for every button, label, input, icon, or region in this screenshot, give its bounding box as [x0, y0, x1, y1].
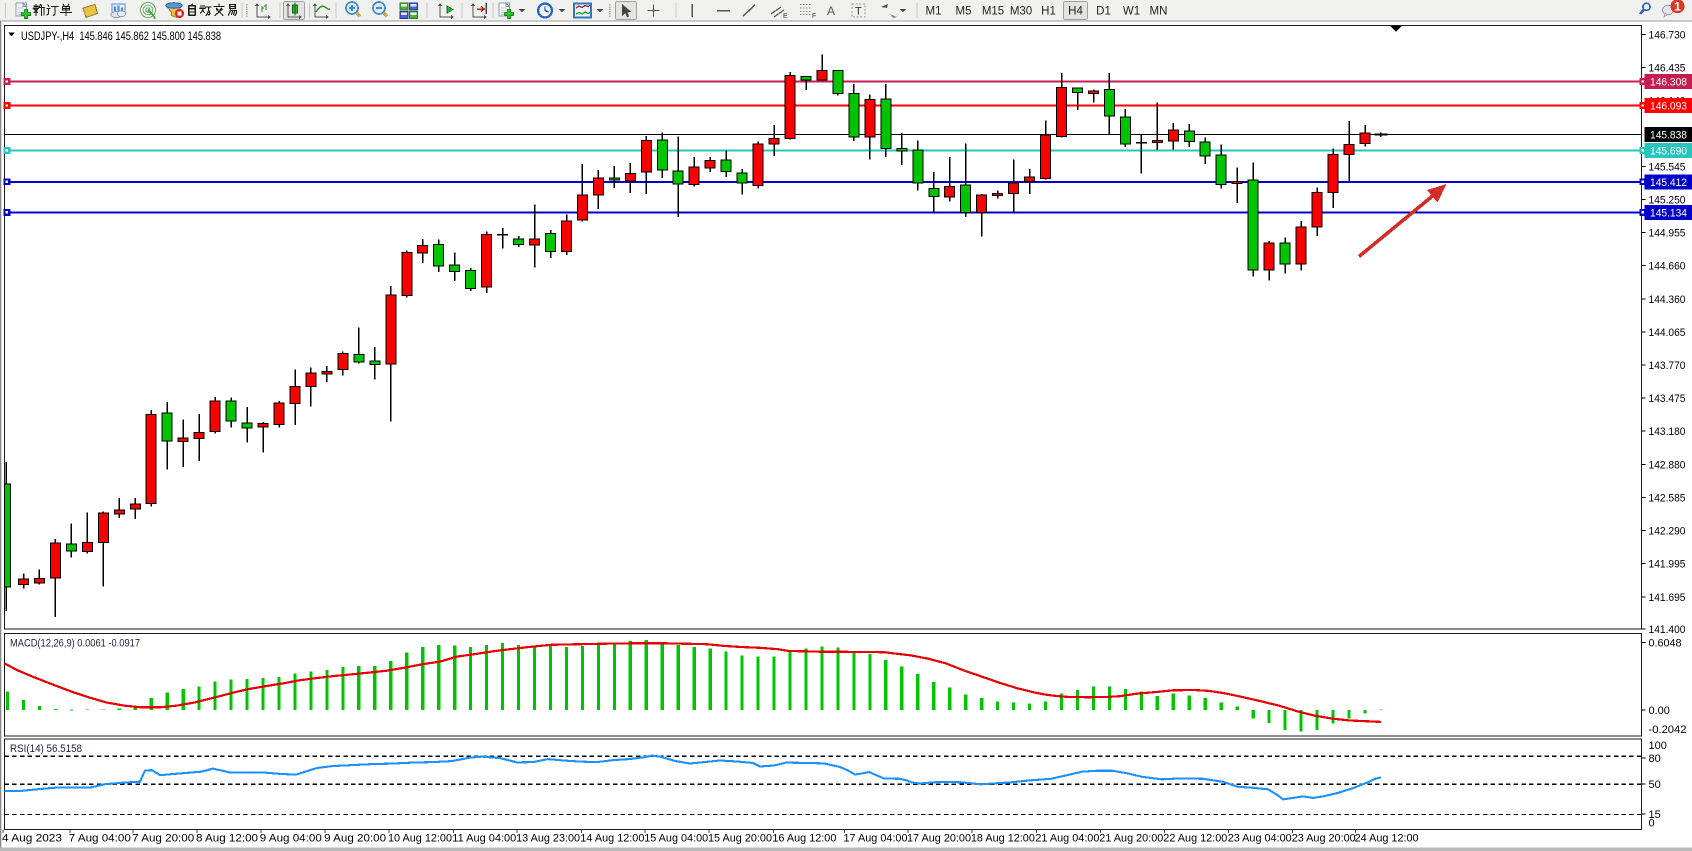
- svg-text:7 Aug 20:00: 7 Aug 20:00: [132, 833, 194, 845]
- svg-text:F: F: [812, 13, 816, 20]
- svg-text:143.475: 143.475: [1649, 393, 1686, 405]
- svg-text:143.770: 143.770: [1649, 360, 1686, 372]
- svg-text:4 Aug 2023: 4 Aug 2023: [2, 833, 62, 845]
- svg-text:14 Aug 12:00: 14 Aug 12:00: [580, 833, 644, 845]
- svg-text:23 Aug 20:00: 23 Aug 20:00: [1292, 833, 1356, 845]
- svg-text:145.250: 145.250: [1649, 195, 1686, 207]
- svg-text:22 Aug 12:00: 22 Aug 12:00: [1163, 833, 1227, 845]
- svg-text:21 Aug 04:00: 21 Aug 04:00: [1035, 833, 1099, 845]
- svg-text:143.180: 143.180: [1649, 426, 1686, 438]
- svg-text:USDJPY-,H4 145.846 145.862 14: USDJPY-,H4 145.846 145.862 145.800 145.8…: [21, 31, 221, 43]
- svg-text:146.093: 146.093: [1650, 101, 1687, 113]
- svg-text:M30: M30: [1010, 6, 1032, 18]
- svg-text:A: A: [827, 4, 835, 18]
- svg-text:145.134: 145.134: [1650, 208, 1687, 220]
- svg-text:11 Aug 04:00: 11 Aug 04:00: [452, 833, 516, 845]
- svg-text:7 Aug 04:00: 7 Aug 04:00: [69, 833, 131, 845]
- svg-text:146.435: 146.435: [1649, 62, 1686, 74]
- svg-text:RSI(14) 56.5158: RSI(14) 56.5158: [10, 743, 82, 755]
- svg-text:141.400: 141.400: [1649, 624, 1686, 636]
- svg-text:50: 50: [1649, 779, 1661, 791]
- svg-text:145.838: 145.838: [1650, 130, 1687, 142]
- svg-text:17 Aug 20:00: 17 Aug 20:00: [907, 833, 971, 845]
- svg-text:80: 80: [1649, 753, 1661, 765]
- svg-text:T: T: [855, 6, 862, 18]
- svg-text:8 Aug 12:00: 8 Aug 12:00: [196, 833, 258, 845]
- svg-text:144.660: 144.660: [1649, 261, 1686, 273]
- svg-text:142.290: 142.290: [1649, 525, 1686, 537]
- svg-text:M5: M5: [956, 6, 972, 18]
- svg-text:18 Aug 12:00: 18 Aug 12:00: [971, 833, 1035, 845]
- svg-text:21 Aug 20:00: 21 Aug 20:00: [1099, 833, 1163, 845]
- svg-text:144.955: 144.955: [1649, 228, 1686, 240]
- svg-text:M15: M15: [982, 6, 1004, 18]
- svg-text:17 Aug 04:00: 17 Aug 04:00: [844, 833, 908, 845]
- svg-text:15 Aug 20:00: 15 Aug 20:00: [708, 833, 772, 845]
- svg-text:23 Aug 04:00: 23 Aug 04:00: [1228, 833, 1292, 845]
- svg-text:D1: D1: [1096, 6, 1111, 18]
- svg-text:9 Aug 04:00: 9 Aug 04:00: [260, 833, 322, 845]
- svg-text:100: 100: [1649, 740, 1667, 752]
- svg-text:0.00: 0.00: [1649, 705, 1670, 717]
- svg-text:MACD(12,26,9) 0.0061 -0.0917: MACD(12,26,9) 0.0061 -0.0917: [10, 638, 140, 650]
- svg-text:0.6048: 0.6048: [1649, 638, 1682, 650]
- svg-text:144.065: 144.065: [1649, 327, 1686, 339]
- svg-text:142.585: 142.585: [1649, 492, 1686, 504]
- svg-text:MN: MN: [1150, 6, 1168, 18]
- svg-text:141.695: 141.695: [1649, 592, 1686, 604]
- svg-text:145.545: 145.545: [1649, 162, 1686, 174]
- svg-text:0: 0: [1649, 818, 1655, 830]
- svg-text:9 Aug 20:00: 9 Aug 20:00: [324, 833, 386, 845]
- svg-text:142.880: 142.880: [1649, 460, 1686, 472]
- svg-text:16 Aug 12:00: 16 Aug 12:00: [772, 833, 836, 845]
- svg-text:-0.2042: -0.2042: [1649, 724, 1687, 736]
- svg-text:141.995: 141.995: [1649, 558, 1686, 570]
- svg-text:13 Aug 23:00: 13 Aug 23:00: [516, 833, 580, 845]
- svg-text:15 Aug 04:00: 15 Aug 04:00: [644, 833, 708, 845]
- svg-text:M1: M1: [926, 6, 942, 18]
- svg-text:W1: W1: [1123, 6, 1140, 18]
- svg-text:24 Aug 12:00: 24 Aug 12:00: [1355, 833, 1419, 845]
- svg-text:146.308: 146.308: [1650, 77, 1687, 89]
- svg-text:144.360: 144.360: [1649, 294, 1686, 306]
- svg-text:145.412: 145.412: [1650, 177, 1687, 189]
- svg-text:E: E: [783, 13, 788, 20]
- svg-text:H4: H4: [1068, 6, 1083, 18]
- svg-text:1: 1: [1674, 0, 1681, 14]
- svg-text:H1: H1: [1041, 6, 1056, 18]
- svg-text:145.690: 145.690: [1650, 146, 1687, 158]
- svg-text:15: 15: [1649, 809, 1661, 821]
- svg-text:146.730: 146.730: [1649, 29, 1686, 41]
- svg-text:10 Aug 12:00: 10 Aug 12:00: [388, 833, 452, 845]
